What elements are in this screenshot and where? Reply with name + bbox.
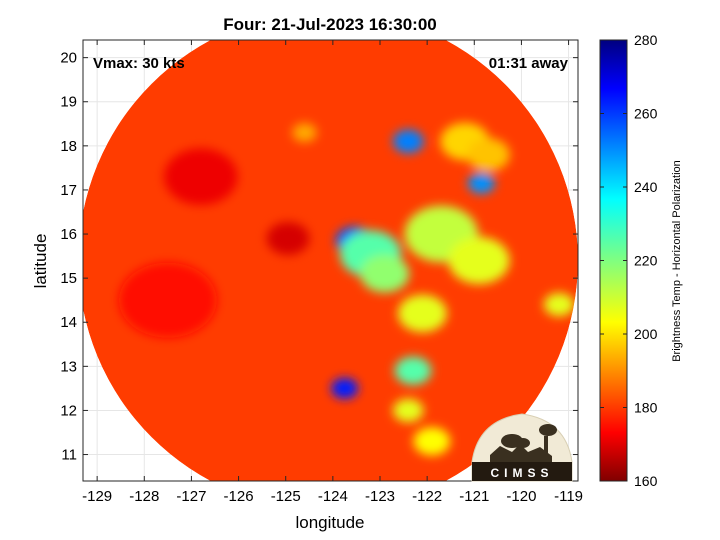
x-tick-label: -119 (554, 488, 583, 505)
colorbar-tick-label: 180 (634, 400, 658, 416)
colorbar-ticks: 160 180 200 220 240 260 280 (600, 32, 658, 489)
x-tick-label: -123 (365, 488, 395, 505)
y-tick-label: 14 (60, 314, 77, 331)
colorbar-tick-label: 220 (634, 253, 658, 269)
x-tick-label: -128 (129, 488, 159, 505)
y-tick-label: 16 (60, 226, 77, 243)
swath-feature-5 (331, 378, 359, 399)
swath-feature-14 (392, 398, 424, 423)
swath-layer (83, 40, 578, 481)
colorbar-tick-label: 260 (634, 106, 658, 122)
x-tick-label: -122 (412, 488, 442, 505)
swath-feature-4 (467, 172, 495, 194)
colorbar-tick-label: 200 (634, 326, 658, 342)
y-tick-label: 20 (60, 50, 77, 67)
x-tick-label: -129 (82, 488, 112, 505)
swath-feature-6 (394, 356, 432, 385)
y-tick-label: 18 (60, 138, 77, 155)
swath-feature-8 (448, 236, 510, 285)
time-away-annotation: 01:31 away (489, 55, 569, 72)
water-tower-icon (544, 436, 548, 456)
swath-feature-17 (164, 148, 238, 205)
colorbar-tick-label: 160 (634, 473, 658, 489)
swath-feature-2 (360, 254, 410, 293)
x-tick-label: -124 (318, 488, 348, 505)
x-tick-label: -125 (271, 488, 301, 505)
swath-feature-9 (397, 294, 447, 333)
swath-feature-11 (466, 138, 510, 172)
y-tick-label: 17 (60, 182, 77, 199)
swath-feature-16 (266, 221, 310, 255)
y-tick-label: 12 (60, 402, 77, 419)
y-axis-label: latitude (31, 234, 50, 289)
x-tick-label: -127 (176, 488, 206, 505)
chart-title: Four: 21-Jul-2023 16:30:00 (223, 15, 437, 34)
y-tick-label: 13 (60, 358, 77, 375)
colorbar-label: Brightness Temp - Horizontal Polarizatio… (671, 160, 683, 362)
cimss-logo-text: CIMSS (490, 466, 553, 480)
swath-feature-3 (392, 129, 424, 154)
swath-feature-13 (413, 427, 451, 456)
plot-frame (82, 39, 579, 482)
colorbar-tick-label: 240 (634, 179, 658, 195)
swath-feature-18 (118, 262, 217, 338)
x-axis-label: longitude (295, 513, 364, 532)
vmax-annotation: Vmax: 30 kts (93, 55, 185, 72)
axis-ticks: -129 -128 -127 -126 -125 -124 -123 -122 -121 -120… (60, 40, 583, 505)
swath-data (83, 40, 578, 481)
y-tick-label: 11 (61, 447, 77, 464)
swath-feature-12 (543, 292, 575, 317)
colorbar (599, 39, 628, 482)
y-tick-label: 15 (60, 270, 77, 287)
colorbar-tick-label: 280 (634, 32, 658, 48)
x-tick-label: -120 (506, 488, 536, 505)
swath-feature-15 (292, 123, 317, 143)
y-tick-label: 19 (60, 94, 77, 111)
x-tick-label: -121 (459, 488, 489, 505)
x-tick-label: -126 (224, 488, 254, 505)
swath-features (118, 122, 575, 456)
cimss-logo: CIMSS (471, 413, 573, 482)
